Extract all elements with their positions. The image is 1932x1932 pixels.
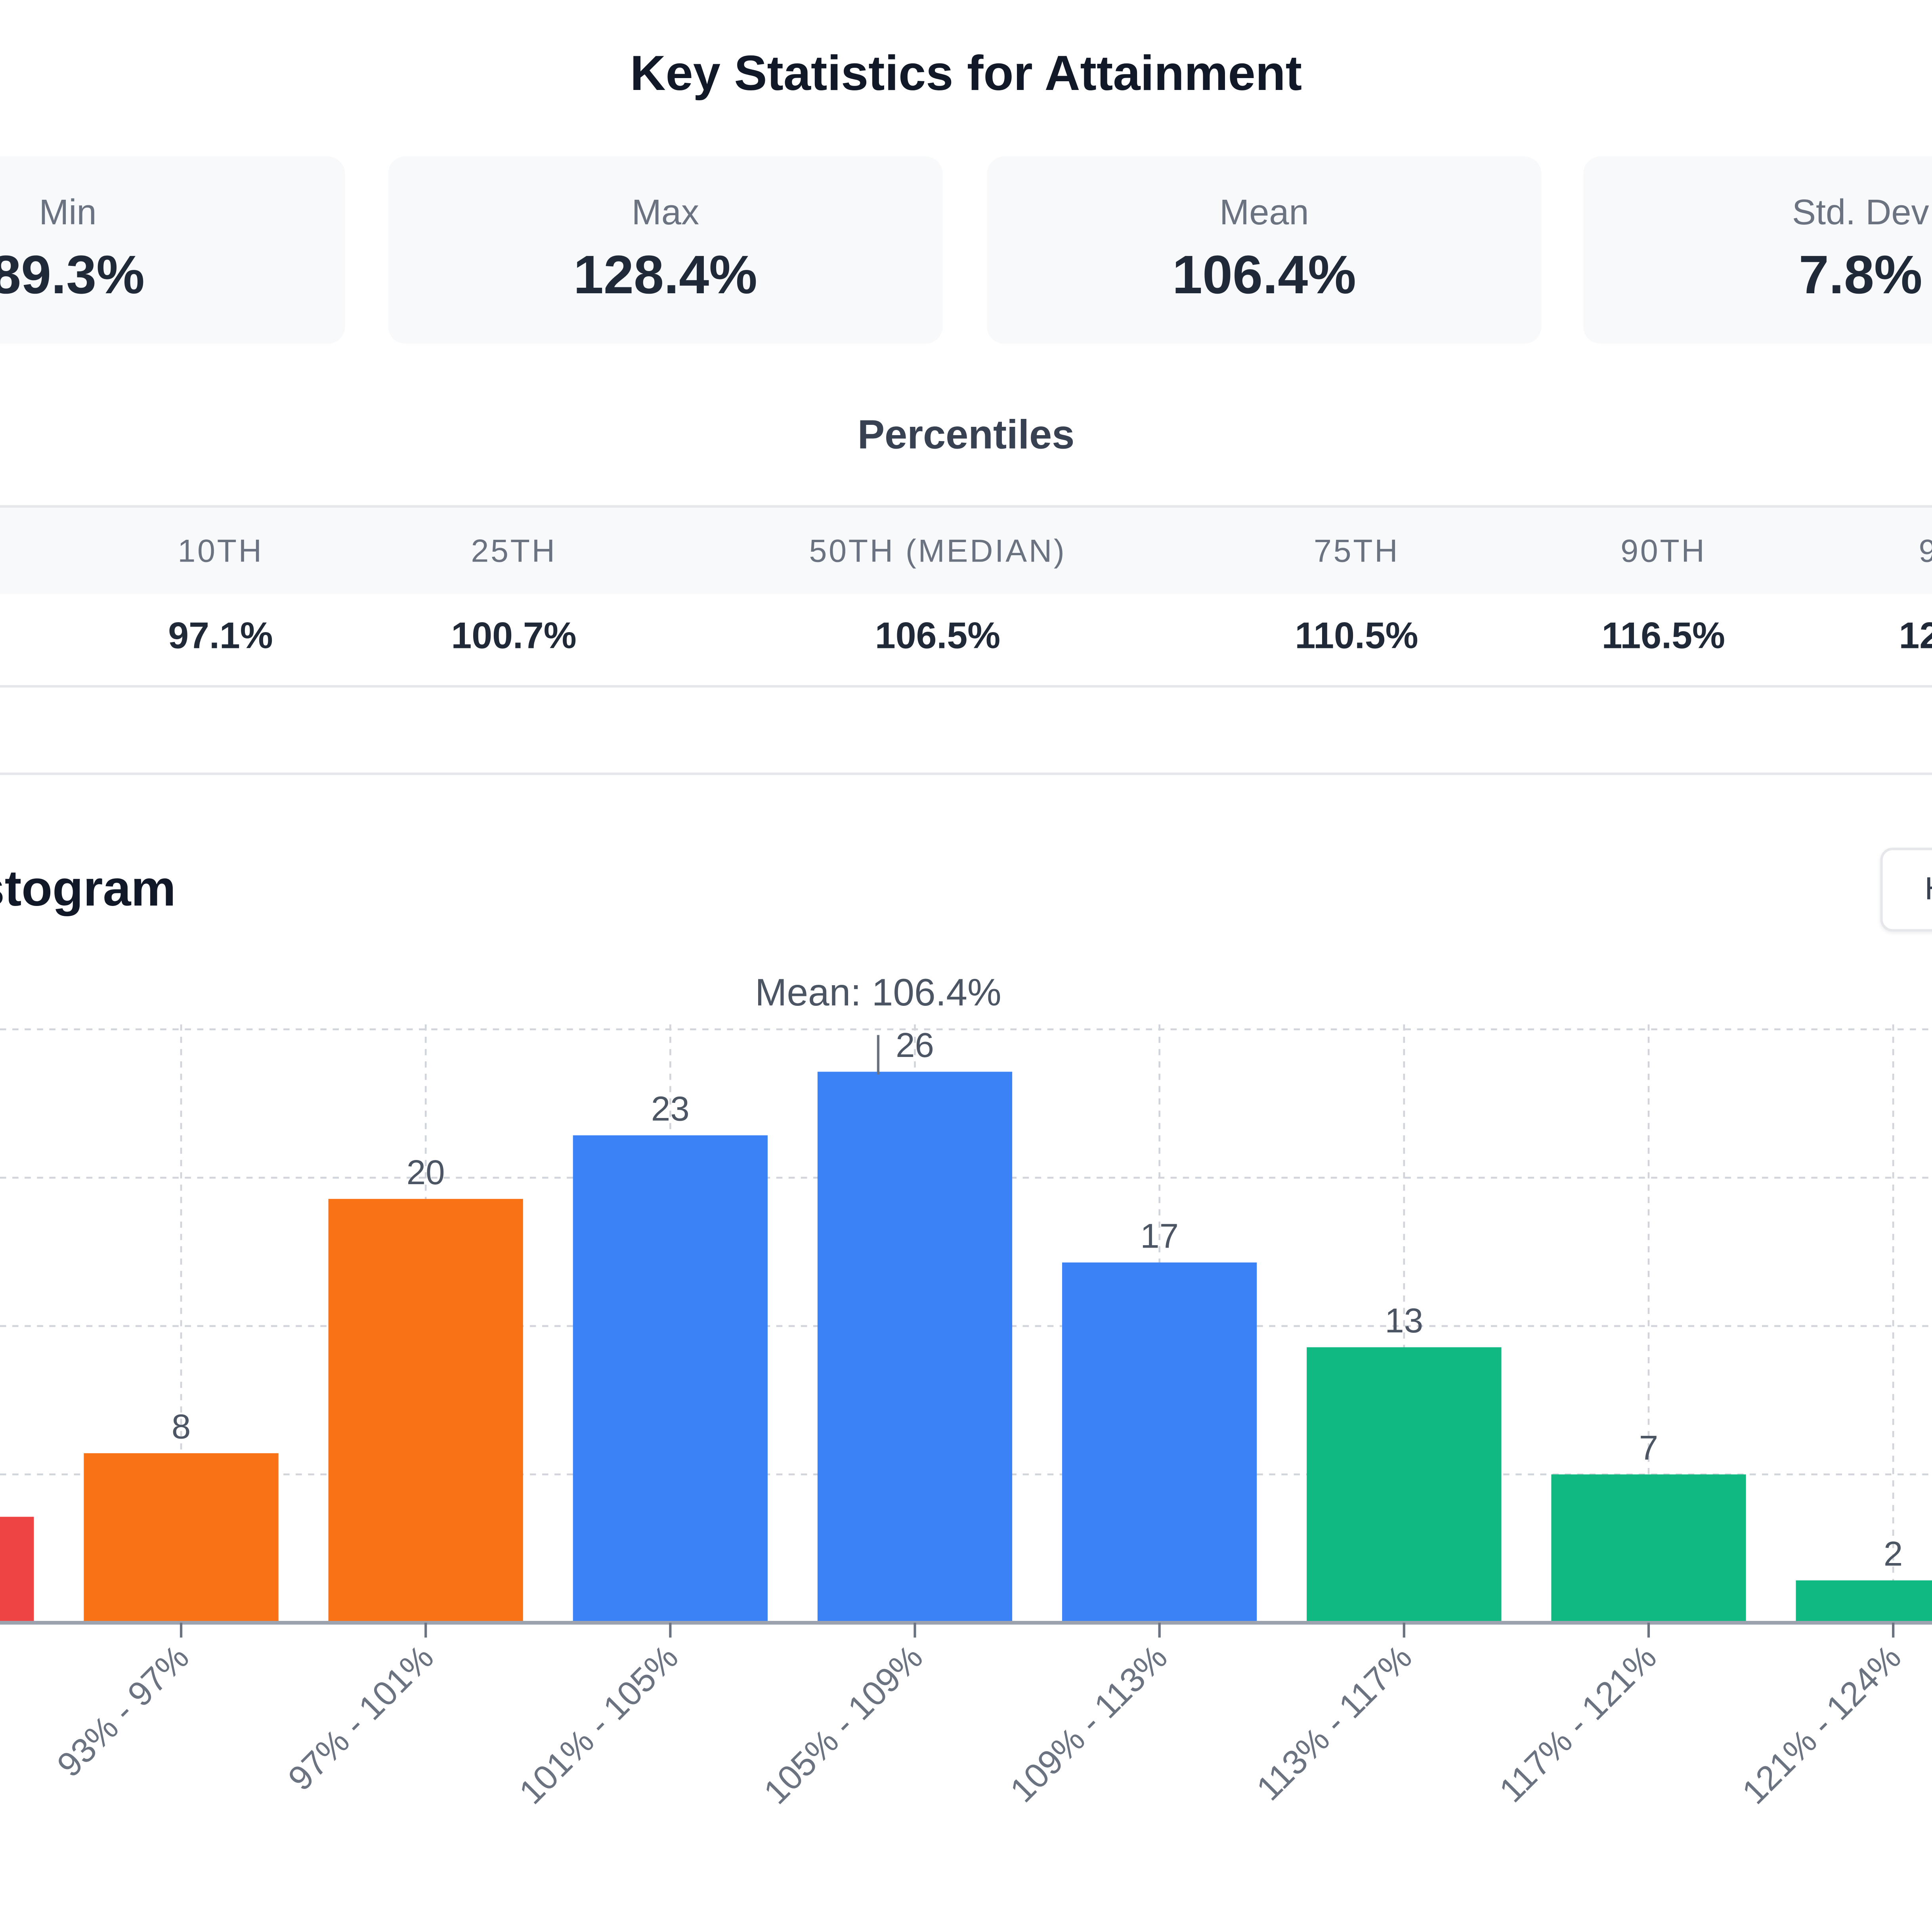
percentile-value: 116.5% [1601, 616, 1725, 657]
x-tick-label: 109% - 113% [1003, 1638, 1175, 1810]
histogram-title: Histogram [0, 860, 176, 917]
stat-card-mean: Mean 106.4% [987, 156, 1542, 344]
x-tick-label: 117% - 121% [1492, 1638, 1664, 1810]
histogram-bar [328, 1199, 523, 1623]
histogram-bar [817, 1072, 1013, 1623]
x-tick-label: 105% - 109% [757, 1638, 930, 1812]
page-title: Key Statistics for Attainment [630, 47, 1302, 101]
x-tick-label: 101% - 105% [512, 1638, 686, 1812]
stat-card-max: Max 128.4% [388, 156, 943, 344]
stat-value: 128.4% [573, 245, 757, 306]
bar-value-label: 8 [172, 1408, 191, 1446]
percentile-value: 110.5% [1295, 616, 1418, 657]
histogram-bar [0, 1517, 34, 1623]
percentile-value: 120.3% [1899, 616, 1932, 657]
x-tick-label: 121% - 124% [1735, 1638, 1908, 1812]
stat-label: Max [631, 193, 699, 233]
histogram-toggle-label: Hide [1924, 870, 1932, 908]
stat-value: 106.4% [1172, 245, 1356, 306]
percentile-header: 75TH [1313, 532, 1400, 569]
percentile-value: 106.5% [875, 616, 1001, 657]
bar-value-label: 2 [1884, 1535, 1903, 1573]
histogram-bar [1062, 1262, 1257, 1623]
percentile-value: 100.7% [451, 616, 577, 657]
percentiles-title: Percentiles [857, 411, 1075, 457]
percentile-value: 97.1% [168, 616, 273, 657]
bar-value-label: 17 [1140, 1217, 1179, 1255]
bar-value-label: 7 [1639, 1429, 1658, 1467]
histogram-bar [84, 1453, 279, 1623]
mean-label: Mean: 106.4% [755, 971, 1001, 1014]
section-divider [0, 772, 1932, 775]
bar-value-label: 26 [896, 1026, 934, 1064]
stat-card-std-dev: Std. Dev 7.8% [1583, 156, 1932, 344]
percentiles-header-row: 10TH 25TH 50TH (MEDIAN) 75TH 90TH 95TH [0, 505, 1932, 594]
percentiles-value-row: 97.1% 100.7% 106.5% 110.5% 116.5% 120.3% [0, 591, 1932, 688]
histogram-toggle-button[interactable]: Hide [1880, 848, 1932, 932]
histogram-bar [573, 1135, 768, 1623]
percentile-header: 90TH [1621, 532, 1707, 569]
stat-label: Std. Dev [1792, 193, 1929, 233]
bar-value-label: 20 [407, 1153, 445, 1192]
stat-value: 7.8% [1798, 245, 1922, 306]
percentile-header: 10TH [178, 532, 264, 569]
stat-label: Min [39, 193, 97, 233]
histogram-bar [1551, 1474, 1746, 1623]
histogram-bar [1796, 1580, 1932, 1623]
stat-label: Mean [1219, 193, 1309, 233]
stat-card-min: Min 89.3% [0, 156, 345, 344]
x-tick-label: 113% - 117% [1249, 1638, 1419, 1808]
x-tick-label: 97% - 101% [281, 1638, 441, 1798]
percentile-header: 95TH [1919, 532, 1932, 570]
histogram-bar [1307, 1347, 1502, 1623]
stat-value: 89.3% [0, 245, 145, 306]
percentile-header: 50TH (MEDIAN) [809, 532, 1066, 569]
histogram-chart: 5820232617137289% - 93%93% - 97%97% - 10… [0, 971, 1932, 1812]
bar-value-label: 23 [651, 1089, 690, 1128]
bar-value-label: 13 [1385, 1301, 1423, 1340]
x-tick-label: 93% - 97% [50, 1638, 197, 1785]
percentile-header: 25TH [471, 532, 557, 569]
